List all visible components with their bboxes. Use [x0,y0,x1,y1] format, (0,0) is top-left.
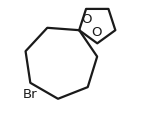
Text: O: O [91,26,102,39]
Text: Br: Br [23,88,38,101]
Text: O: O [81,13,92,26]
